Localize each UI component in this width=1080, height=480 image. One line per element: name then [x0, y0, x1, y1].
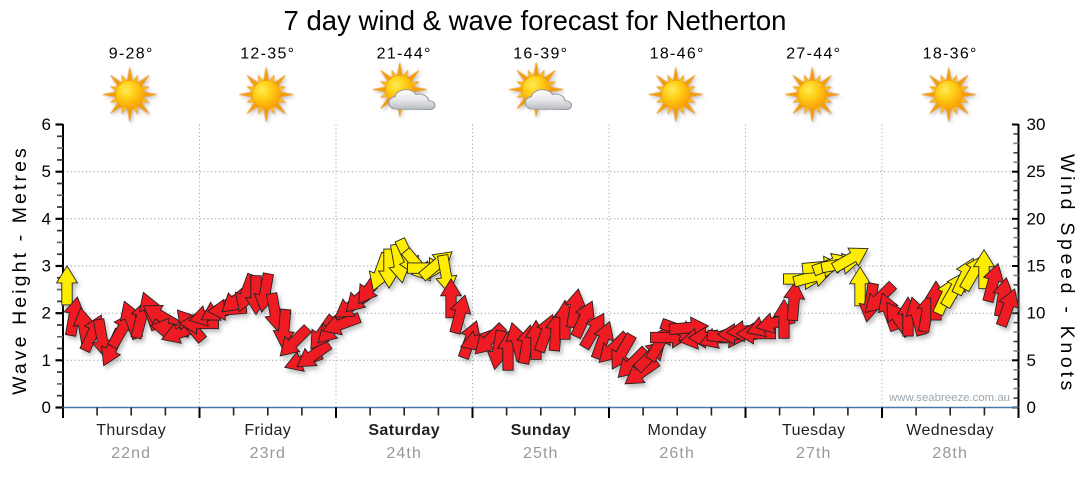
svg-text:3: 3	[42, 257, 51, 276]
svg-text:25: 25	[1027, 162, 1046, 181]
svg-text:23rd: 23rd	[250, 445, 286, 462]
svg-text:6: 6	[42, 115, 51, 134]
svg-text:18-36°: 18-36°	[923, 46, 978, 63]
svg-text:Wind Speed - Knots: Wind Speed - Knots	[1056, 154, 1078, 394]
svg-text:4: 4	[42, 209, 51, 228]
svg-text:9-28°: 9-28°	[109, 46, 154, 63]
svg-text:27-44°: 27-44°	[786, 46, 841, 63]
svg-text:0: 0	[42, 398, 51, 417]
svg-text:1: 1	[42, 351, 51, 370]
svg-text:15: 15	[1027, 257, 1046, 276]
svg-text:25th: 25th	[523, 445, 559, 462]
svg-text:Friday: Friday	[244, 422, 291, 439]
svg-text:28th: 28th	[932, 445, 968, 462]
svg-text:5: 5	[42, 162, 51, 181]
svg-text:20: 20	[1027, 209, 1046, 228]
svg-text:22nd: 22nd	[111, 445, 151, 462]
svg-text:www.seabreeze.com.au: www.seabreeze.com.au	[888, 392, 1010, 404]
svg-text:Thursday: Thursday	[96, 422, 166, 439]
svg-text:10: 10	[1027, 304, 1046, 323]
svg-text:Wednesday: Wednesday	[906, 422, 994, 439]
svg-text:12-35°: 12-35°	[240, 46, 295, 63]
svg-text:Monday: Monday	[648, 422, 707, 439]
svg-text:0: 0	[1027, 398, 1036, 417]
svg-text:7 day wind & wave forecast for: 7 day wind & wave forecast for Netherton	[284, 5, 787, 36]
svg-text:2: 2	[42, 304, 51, 323]
svg-text:5: 5	[1027, 351, 1036, 370]
svg-text:Saturday: Saturday	[368, 422, 440, 439]
svg-text:Sunday: Sunday	[511, 422, 571, 439]
svg-text:21-44°: 21-44°	[377, 46, 432, 63]
svg-text:26th: 26th	[659, 445, 695, 462]
svg-text:18-46°: 18-46°	[650, 46, 705, 63]
svg-text:24th: 24th	[386, 445, 422, 462]
svg-text:16-39°: 16-39°	[513, 46, 568, 63]
svg-text:Tuesday: Tuesday	[782, 422, 846, 439]
svg-text:27th: 27th	[796, 445, 832, 462]
svg-text:Wave Height - Metres: Wave Height - Metres	[9, 145, 31, 395]
svg-text:30: 30	[1027, 115, 1046, 134]
